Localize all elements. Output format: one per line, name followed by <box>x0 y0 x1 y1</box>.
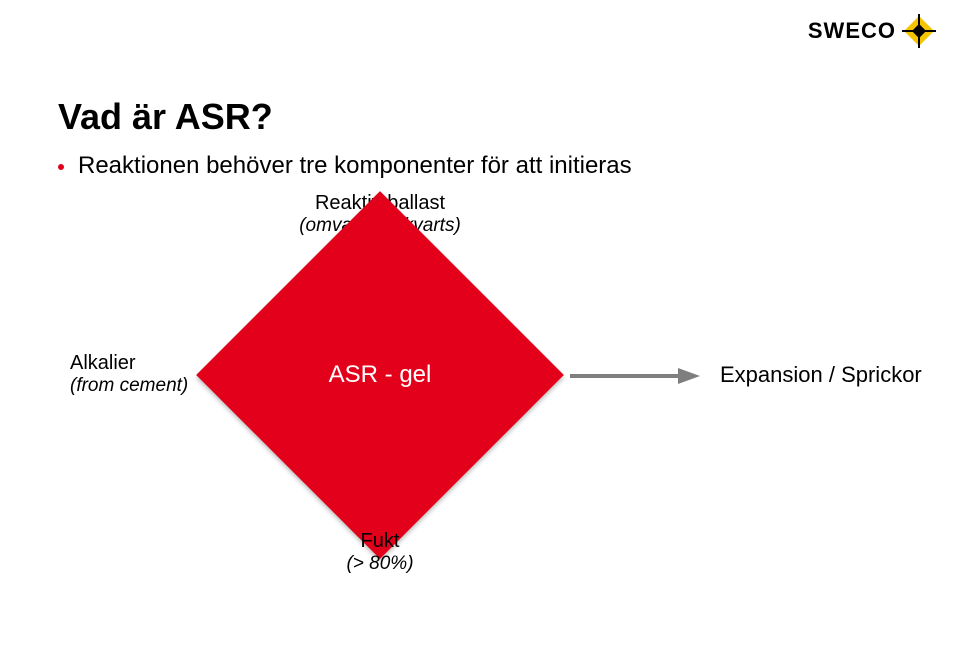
result-arrow <box>570 368 700 384</box>
bullet-dot-icon <box>58 164 64 170</box>
header-line-1: SWECO ENERGUIDE <box>12 10 500 34</box>
diamond-label: ASR - gel <box>250 361 510 389</box>
page-title: Vad är ASR? <box>58 96 936 138</box>
result-label: Expansion / Sprickor <box>720 362 922 388</box>
sweco-logo-icon <box>902 14 936 48</box>
asr-diagram: Reaktiv ballast (omvandlad kvarts) Alkal… <box>0 180 960 650</box>
header-band: SWECO ENERGUIDE REGION VATTENKRAFT OCH D… <box>0 0 500 66</box>
sweco-logo: SWECO <box>808 14 936 48</box>
logo-text: SWECO <box>808 18 896 44</box>
bullet-row: Reaktionen behöver tre komponenter för a… <box>58 152 936 180</box>
vertex-bottom-sub: (> 80%) <box>330 553 430 575</box>
content-area: Vad är ASR? Reaktionen behöver tre kompo… <box>58 96 936 180</box>
bullet-text: Reaktionen behöver tre komponenter för a… <box>78 152 632 180</box>
arrow-head-icon <box>678 368 700 384</box>
slide-page: SWECO ENERGUIDE REGION VATTENKRAFT OCH D… <box>0 0 960 658</box>
vertex-bottom-main: Fukt <box>330 530 430 553</box>
diamond-node: ASR - gel <box>250 245 510 505</box>
arrow-line <box>570 374 678 378</box>
vertex-bottom-label: Fukt (> 80%) <box>330 530 430 575</box>
header-line-2: REGION VATTENKRAFT OCH DAMMAR <box>12 34 500 58</box>
